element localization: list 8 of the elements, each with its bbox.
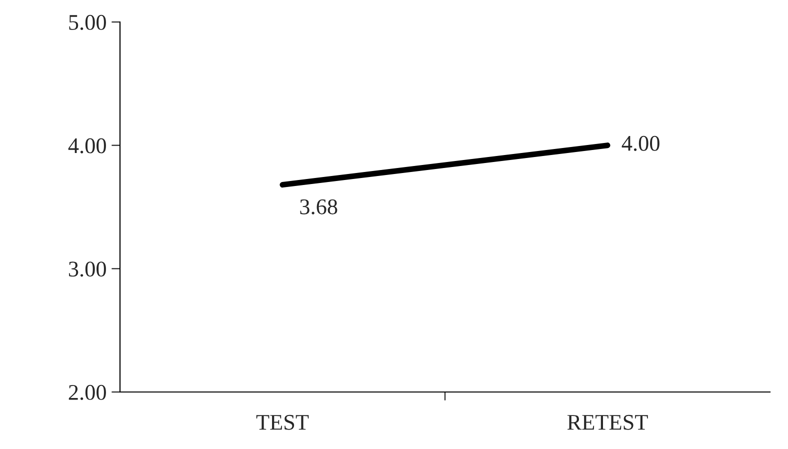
data-label: 4.00 [622,136,660,151]
y-tick-label: 2.00 [68,384,106,400]
y-tick-label: 5.00 [69,14,106,30]
x-tick-label: TEST [256,414,309,430]
data-label: 3.68 [300,199,338,214]
y-tick-label: 4.00 [68,138,106,154]
x-tick-label: RETEST [567,414,648,430]
y-tick-label: 3.00 [68,262,106,277]
